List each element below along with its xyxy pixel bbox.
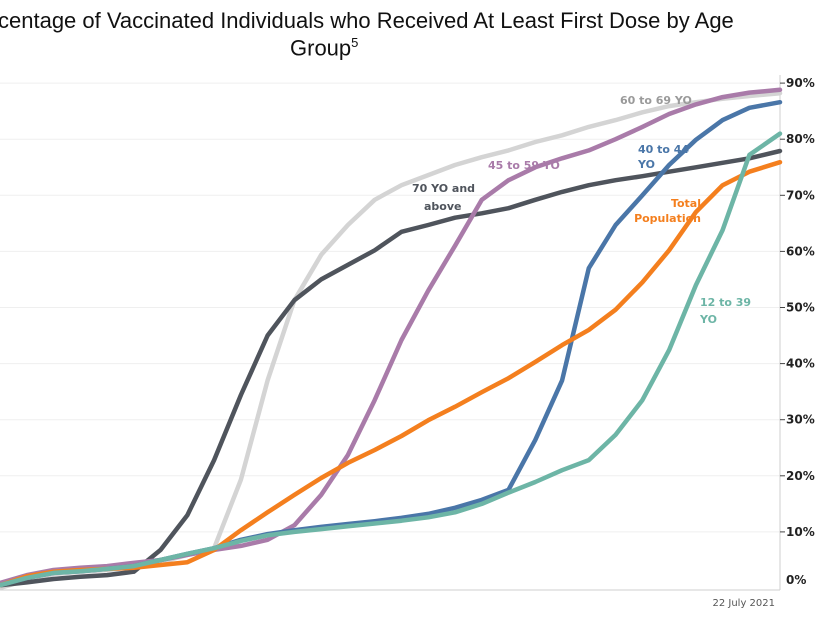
y-tick-labels: 0% 10% 20% 30% 40% 50% 60% 70% 80% 90% xyxy=(780,76,815,587)
annotation-40-44-line2: YO xyxy=(637,158,655,171)
y-tick-label: 40% xyxy=(786,357,815,371)
series-line-12-to-39-yo xyxy=(0,131,783,588)
y-tick-label: 10% xyxy=(786,525,815,539)
y-tick-label: 70% xyxy=(786,188,815,202)
x-end-date-label: 22 July 2021 xyxy=(712,598,775,609)
chart-title-line2: Group5 xyxy=(290,35,358,61)
series-line-60-to-69-yo xyxy=(0,90,783,591)
annotation-70-above: 70 YO and xyxy=(412,182,475,195)
series-line-70-yo-and-above xyxy=(0,148,783,588)
annotation-60-69: 60 to 69 YO xyxy=(620,94,692,107)
y-tick-label: 50% xyxy=(786,301,815,315)
annotation-45-59: 45 to 59 YO xyxy=(488,159,560,172)
y-tick-label: 20% xyxy=(786,469,815,483)
series-lines xyxy=(0,87,783,591)
series-line-45-to-59-yo xyxy=(0,87,783,586)
title-footnote: 5 xyxy=(351,35,359,50)
y-tick-label: 80% xyxy=(786,132,815,146)
annotation-40-44: 40 to 44 xyxy=(638,143,689,156)
y-tick-label: 60% xyxy=(786,244,815,258)
annotation-12-39-line2: YO xyxy=(699,313,717,326)
annotation-12-39: 12 to 39 xyxy=(700,296,751,309)
series-line-40-to-44-yo xyxy=(0,99,783,588)
series-annotations: 60 to 69 YO 45 to 59 YO 40 to 44 YO 70 Y… xyxy=(412,94,751,326)
y-tick-label: 0% xyxy=(786,573,806,587)
y-tick-label: 30% xyxy=(786,413,815,427)
annotation-total-line2: Population xyxy=(634,212,701,225)
chart-title: centage of Vaccinated Individuals who Re… xyxy=(0,8,734,33)
y-tick-label: 90% xyxy=(786,76,815,90)
annotation-total: Total xyxy=(671,197,701,210)
chart-title-line2-text: Group xyxy=(290,35,352,61)
annotation-70-above-line2: above xyxy=(424,200,462,213)
